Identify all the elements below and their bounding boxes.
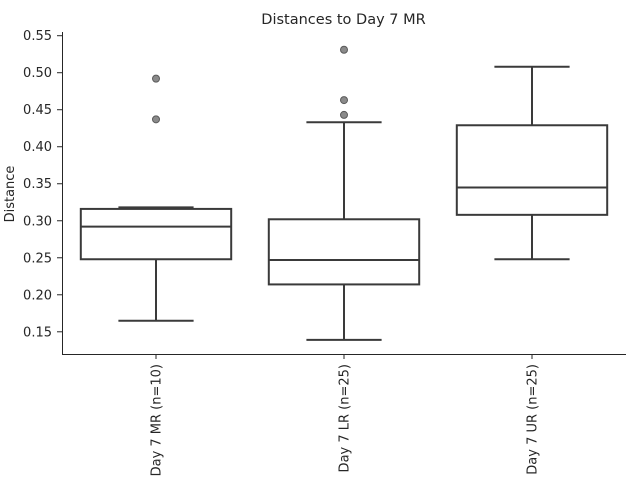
chart-title: Distances to Day 7 MR — [261, 12, 425, 28]
box-group — [455, 65, 609, 261]
boxes — [79, 45, 609, 341]
y-ticks: 0.15 0.20 0.25 0.30 0.35 0.40 0.45 0.50 0.55 — [23, 29, 62, 340]
x-tick-label: Day 7 MR (n=10) — [150, 364, 165, 476]
box-group — [267, 45, 421, 341]
outlier-point — [340, 96, 348, 105]
y-tick-label: 0.40 — [23, 140, 52, 155]
outlier-point — [152, 74, 160, 83]
x-ticks: Day 7 MR (n=10) Day 7 LR (n=25) Day 7 UR (… — [150, 354, 541, 476]
outlier-point — [340, 110, 348, 119]
y-tick-label: 0.50 — [23, 66, 52, 81]
y-axis-label: Distance — [3, 166, 18, 223]
y-tick-label: 0.55 — [23, 29, 52, 44]
y-tick-label: 0.35 — [23, 177, 52, 192]
y-tick-label: 0.20 — [23, 288, 52, 303]
y-tick-label: 0.25 — [23, 251, 52, 266]
outlier-point — [152, 115, 160, 124]
x-tick-label: Day 7 UR (n=25) — [526, 364, 541, 475]
x-tick-label: Day 7 LR (n=25) — [338, 364, 353, 472]
y-tick-label: 0.30 — [23, 214, 52, 229]
box-group — [79, 74, 233, 322]
iqr-box — [79, 207, 233, 261]
y-tick-label: 0.45 — [23, 103, 52, 118]
y-tick-label: 0.15 — [23, 325, 52, 340]
iqr-box — [455, 124, 609, 216]
iqr-box — [267, 218, 421, 286]
outlier-point — [340, 45, 348, 54]
